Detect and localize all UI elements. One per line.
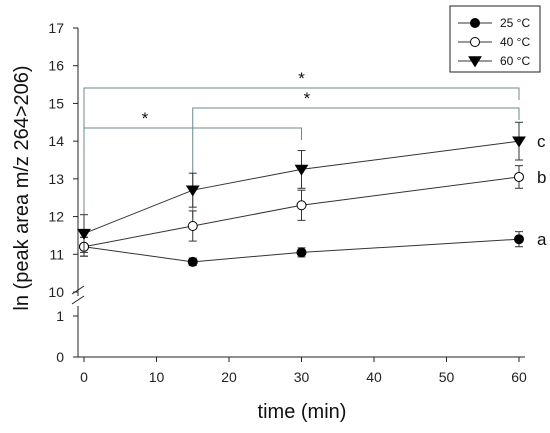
- y-axis-title: ln (peak area m/z 264>206): [11, 65, 33, 310]
- series-60c: c: [77, 121, 546, 253]
- data-point-60c: [77, 228, 91, 240]
- y-tick-label: 12: [48, 209, 64, 225]
- axis-break-mark: [71, 285, 85, 295]
- data-point-25c: [187, 256, 198, 267]
- y-tick-label: 16: [48, 58, 64, 74]
- significance-star: *: [142, 109, 149, 128]
- series-line: [83, 176, 520, 248]
- series-25c: a: [79, 230, 547, 267]
- significance-star: *: [304, 89, 311, 108]
- legend-marker: [470, 37, 480, 47]
- x-tick-label: 30: [294, 369, 310, 385]
- data-point-60c: [294, 164, 309, 176]
- bracket-line: [83, 127, 302, 238]
- x-tick-label: 0: [80, 369, 88, 385]
- y-tick-label: 10: [48, 284, 64, 300]
- data-point-25c: [514, 234, 524, 245]
- legend-entry: 40 °C: [458, 35, 530, 49]
- y-tick-label: 13: [48, 171, 64, 187]
- series-line: [83, 140, 520, 235]
- y-tick-label: 0: [56, 349, 64, 365]
- data-point-60c: [185, 185, 200, 197]
- data-point-40c: [187, 221, 198, 231]
- significance-star: *: [298, 69, 305, 88]
- legend-entry: 60 °C: [458, 54, 530, 68]
- x-tick-label: 40: [366, 369, 382, 385]
- significance-bracket: *: [83, 109, 302, 238]
- legend-marker: [470, 18, 480, 28]
- x-tick-label: 10: [149, 369, 165, 385]
- axis-break-mark: [71, 295, 85, 305]
- series-end-label: a: [537, 230, 547, 249]
- x-axis-title: time (min): [258, 401, 347, 423]
- y-tick-label: 14: [48, 133, 64, 149]
- y-tick-label: 15: [48, 95, 64, 111]
- data-point-60c: [512, 136, 526, 148]
- significance-brackets: ***: [83, 69, 520, 238]
- x-tick-label: 50: [439, 369, 455, 385]
- y-tick-label: 11: [49, 246, 64, 262]
- significance-bracket: *: [192, 89, 520, 218]
- legend-marker: [468, 56, 482, 68]
- legend-label: 40 °C: [500, 35, 530, 49]
- y-tick-label: 17: [48, 20, 64, 36]
- data-point-40c: [514, 171, 524, 182]
- legend-entry: 25 °C: [458, 16, 530, 30]
- data-point-40c: [296, 200, 307, 211]
- x-tick-label: 20: [221, 369, 237, 385]
- x-tick-label: 60: [511, 369, 527, 385]
- legend-label: 25 °C: [500, 16, 530, 30]
- bracket-line: [192, 107, 520, 218]
- series-end-label: c: [537, 132, 546, 151]
- data-point-25c: [296, 247, 307, 258]
- series-line: [83, 238, 520, 263]
- series-40c: b: [79, 165, 546, 257]
- legend: 25 °C 40 °C 60 °C: [449, 5, 541, 73]
- y-tick-label: 1: [56, 308, 64, 324]
- series-end-label: b: [537, 168, 546, 187]
- series-layer: a bc: [77, 121, 547, 267]
- legend-label: 60 °C: [500, 54, 530, 68]
